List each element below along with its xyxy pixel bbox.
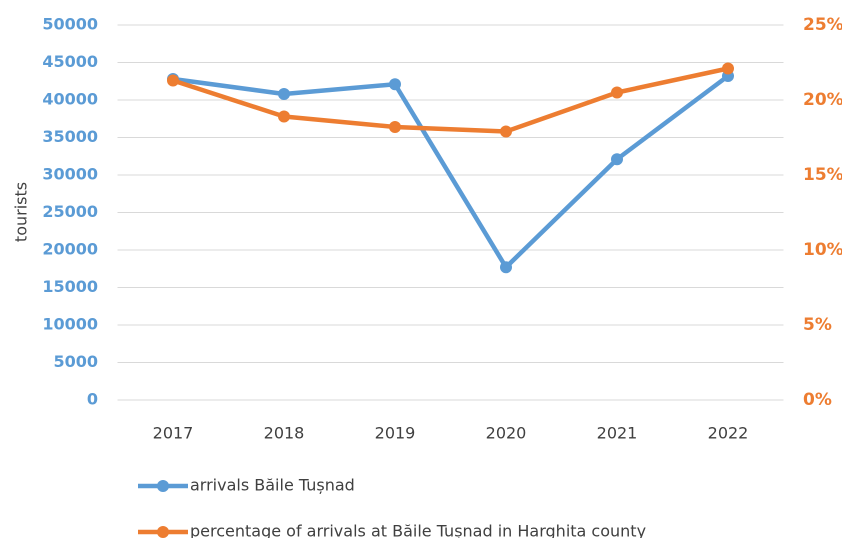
x-tick-label: 2022 — [708, 424, 749, 443]
series-line — [172, 66, 729, 134]
y-tick-label: 30000 — [42, 165, 98, 184]
series-line — [172, 74, 730, 270]
data-point — [389, 121, 401, 133]
data-point — [278, 110, 290, 123]
y-axis-label: tourists — [12, 182, 31, 242]
y2-tick-label: 20% — [803, 90, 842, 110]
data-point — [722, 62, 734, 75]
y-tick-label: 35000 — [42, 127, 98, 146]
legend-marker — [157, 526, 169, 538]
x-tick-label: 2020 — [486, 424, 527, 443]
x-tick-label: 2019 — [375, 424, 416, 443]
data-point — [500, 125, 512, 138]
x-tick-label: 2017 — [153, 424, 194, 443]
y-tick-label: 45000 — [42, 52, 98, 71]
legend-marker — [157, 480, 169, 492]
y-tick-label: 25000 — [42, 202, 98, 221]
y2-tick-label: 5% — [803, 315, 832, 335]
y-tick-label: 10000 — [42, 315, 98, 334]
data-point — [389, 78, 401, 91]
y2-tick-label: 10% — [803, 240, 842, 260]
y-tick-label: 5000 — [53, 352, 98, 371]
data-point — [278, 88, 290, 100]
data-point — [167, 74, 179, 87]
y-tick-label: 40000 — [42, 90, 98, 109]
y2-tick-label: 15% — [803, 165, 842, 185]
y2-tick-label: 0% — [803, 390, 832, 410]
y2-tick-label: 25% — [803, 15, 842, 35]
y-tick-label: 50000 — [42, 15, 98, 34]
data-point — [611, 153, 623, 166]
legend-label: percentage of arrivals at Băile Tușnad i… — [190, 522, 646, 538]
y-tick-label: 15000 — [42, 277, 98, 296]
data-point — [611, 86, 623, 99]
y-tick-label: 0 — [87, 390, 98, 409]
data-point — [500, 261, 512, 274]
y-tick-label: 20000 — [42, 240, 98, 259]
legend-label: arrivals Băile Tușnad — [190, 476, 355, 495]
x-tick-label: 2018 — [264, 424, 305, 443]
x-tick-label: 2021 — [597, 424, 638, 443]
